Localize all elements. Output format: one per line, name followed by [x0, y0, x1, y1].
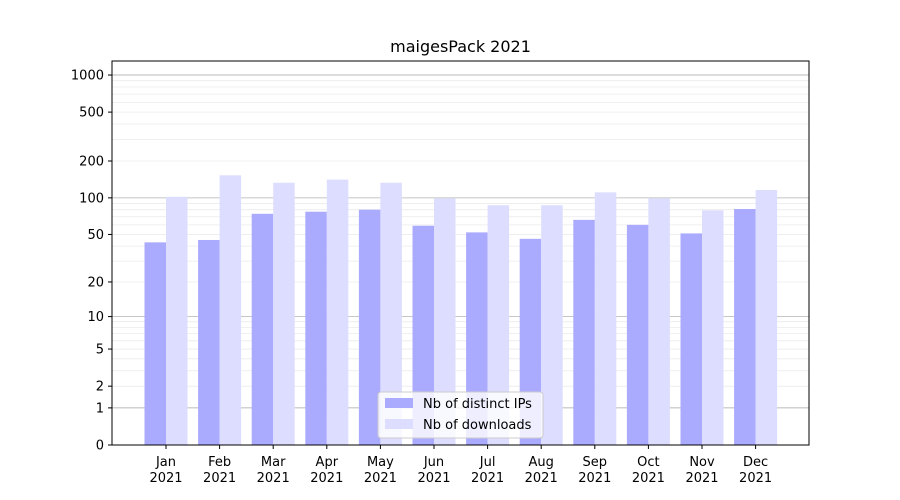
y-tick-label: 50 [87, 228, 104, 243]
x-tick-label-month: Jul [479, 455, 496, 470]
legend: Nb of distinct IPs Nb of downloads [377, 391, 544, 439]
y-tick-label: 5 [96, 343, 104, 358]
x-tick-label-month: May [367, 455, 394, 470]
bar-downloads [648, 198, 670, 445]
bar-downloads [326, 179, 349, 445]
bar-distinct-ips [358, 209, 381, 445]
bar-distinct-ips [305, 211, 327, 445]
y-tick-label: 200 [79, 155, 104, 170]
x-tick-label-month: Jan [155, 455, 176, 470]
x-tick-label-year: 2021 [578, 471, 611, 486]
x-tick-label-month: Nov [689, 455, 715, 470]
x-tick-label-year: 2021 [632, 471, 665, 486]
y-tick-label: 20 [87, 275, 104, 290]
x-tick-label-month: Aug [529, 455, 554, 470]
bar-downloads [273, 182, 295, 445]
legend-label: Nb of distinct IPs [423, 397, 532, 412]
bar-distinct-ips [734, 209, 756, 445]
x-tick-label-year: 2021 [203, 471, 236, 486]
legend-swatch [385, 398, 413, 408]
bar-distinct-ips [412, 225, 434, 445]
bars-group [144, 175, 778, 445]
x-tick-label-month: Oct [637, 455, 659, 470]
x-tick-label-year: 2021 [685, 471, 718, 486]
y-tick-label: 500 [79, 106, 104, 121]
bar-downloads [594, 192, 617, 445]
bar-downloads [434, 198, 456, 445]
bar-distinct-ips [144, 242, 166, 445]
bar-downloads [219, 175, 242, 445]
chart-title: maigesPack 2021 [390, 37, 531, 56]
x-tick-label-year: 2021 [739, 471, 772, 486]
x-tick-label-year: 2021 [471, 471, 504, 486]
bar-distinct-ips [198, 239, 220, 445]
bar-downloads [541, 205, 563, 445]
y-axis: 0 1 2 5 10 20 50 100 200 500 1000 [71, 69, 112, 454]
x-tick-label-year: 2021 [310, 471, 343, 486]
y-tick-label: 1 [96, 401, 104, 416]
x-tick-label-year: 2021 [525, 471, 558, 486]
bar-distinct-ips [573, 219, 595, 445]
plot-frame [111, 60, 810, 446]
bar-distinct-ips [680, 233, 702, 445]
bar-downloads [755, 189, 778, 445]
y-tick-label: 1000 [71, 69, 104, 84]
x-tick-label-month: Dec [743, 455, 768, 470]
legend-label: Nb of downloads [423, 418, 532, 433]
x-tick-label-month: Feb [208, 455, 231, 470]
x-tick-label-month: Apr [316, 455, 339, 470]
y-tick-label: 10 [87, 310, 104, 325]
x-axis: Jan2021Feb2021Mar2021Apr2021May2021Jun20… [149, 445, 772, 486]
bar-distinct-ips [251, 213, 274, 445]
x-tick-label-month: Jun [423, 455, 444, 470]
bar-downloads [380, 182, 402, 445]
y-tick-label: 100 [79, 191, 104, 206]
legend-box [377, 391, 544, 439]
x-tick-label-month: Mar [261, 455, 286, 470]
x-tick-label-year: 2021 [417, 471, 450, 486]
bar-downloads [487, 205, 510, 445]
y-tick-label: 2 [96, 380, 104, 395]
x-tick-label-year: 2021 [149, 471, 182, 486]
bar-downloads [166, 196, 188, 445]
legend-swatch [385, 419, 413, 429]
x-tick-label-year: 2021 [364, 471, 397, 486]
x-tick-label-year: 2021 [257, 471, 290, 486]
x-tick-label-month: Sep [583, 455, 608, 470]
bar-distinct-ips [626, 224, 649, 445]
bar-downloads [702, 210, 724, 445]
y-tick-label: 0 [96, 439, 104, 454]
